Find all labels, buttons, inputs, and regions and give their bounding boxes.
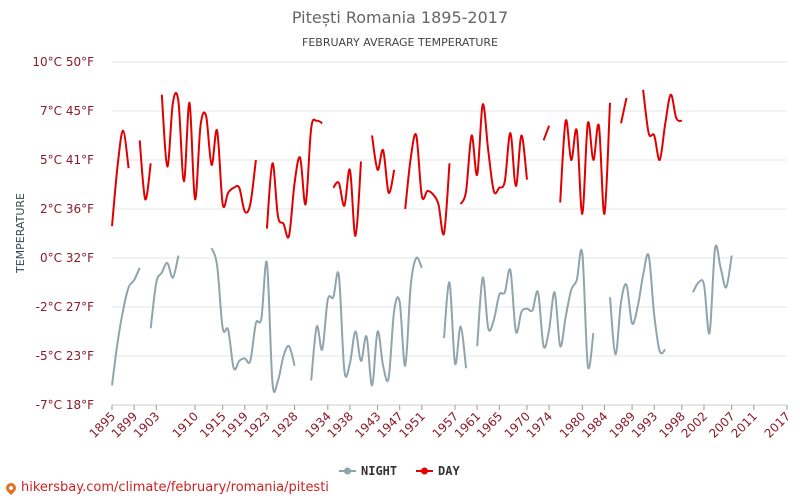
day-series-line: [620, 97, 628, 124]
x-tick-label: 2017: [762, 409, 793, 440]
location-pin-icon: [3, 480, 19, 495]
day-series-line: [265, 118, 323, 239]
night-series-line: [609, 253, 666, 356]
day-series-line: [542, 125, 551, 141]
day-series-line: [371, 135, 396, 194]
legend-label-night: NIGHT: [361, 464, 397, 478]
x-tick-label: 1993: [629, 409, 660, 440]
day-series-line: [559, 102, 611, 215]
day-series-line: [404, 133, 451, 236]
x-tick-label: 1903: [131, 409, 162, 440]
legend-label-day: DAY: [438, 464, 460, 478]
chart-subtitle: FEBRUARY AVERAGE TEMPERATURE: [302, 36, 498, 49]
x-tick-label: 1951: [396, 409, 427, 440]
legend-item-day[interactable]: DAY: [416, 464, 460, 478]
night-series-line: [210, 247, 296, 393]
y-tick-label: 0°C 32°F: [40, 251, 94, 265]
legend-item-night[interactable]: NIGHT: [339, 464, 397, 478]
day-series-line: [111, 129, 130, 227]
series-lines: [111, 89, 733, 393]
night-series-line: [111, 267, 141, 386]
day-series-line: [138, 140, 152, 201]
night-series-line: [476, 248, 595, 370]
y-tick-label: 2°C 36°F: [40, 202, 94, 216]
x-tick-label: 1974: [524, 409, 555, 440]
chart-title: Pitești Romania 1895-2017: [292, 8, 508, 27]
night-series-line: [692, 244, 733, 335]
night-series-line: [443, 281, 468, 369]
y-tick-label: 7°C 45°F: [40, 104, 94, 118]
day-series-line: [160, 92, 257, 214]
y-tick-label: 5°C 41°F: [40, 153, 94, 167]
x-tick-label: 2002: [679, 409, 710, 440]
y-tick-label: -2°C 27°F: [36, 300, 94, 314]
footer-url: hikersbay.com/climate/february/romania/p…: [21, 480, 329, 495]
y-tick-label: -5°C 23°F: [36, 349, 94, 363]
footer-link[interactable]: hikersbay.com/climate/february/romania/p…: [3, 480, 329, 495]
day-series-line: [642, 89, 683, 162]
night-series-line: [149, 255, 180, 329]
x-tick-label: 1984: [579, 409, 610, 440]
day-series-line: [459, 103, 528, 205]
night-series-line: [310, 256, 423, 387]
day-series-line: [332, 161, 362, 237]
y-axis-ticks: 10°C 50°F 7°C 45°F 5°C 41°F 2°C 36°F 0°C 32°…: [32, 55, 94, 412]
x-tick-label: 1965: [474, 409, 505, 440]
x-tick-label: 1923: [242, 409, 273, 440]
y-tick-label: -7°C 18°F: [36, 398, 94, 412]
x-tick-label: 1910: [170, 409, 201, 440]
legend[interactable]: NIGHT DAY: [339, 464, 460, 478]
x-tick-label: 2011: [728, 409, 759, 440]
x-tick-label: 1928: [269, 409, 300, 440]
y-axis-label: TEMPERATURE: [14, 193, 27, 274]
grid-lines: [112, 61, 787, 406]
y-tick-label: 10°C 50°F: [32, 55, 94, 69]
x-tick-label: 1938: [325, 409, 356, 440]
